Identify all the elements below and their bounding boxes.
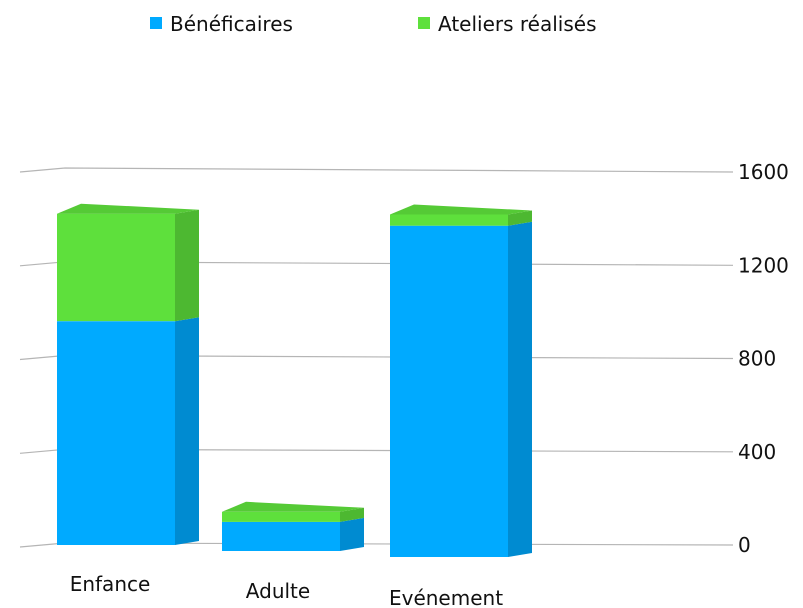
x-tick-label-adulte: Adulte bbox=[246, 579, 310, 603]
legend-label-ateliers-realises: Ateliers réalisés bbox=[438, 12, 597, 36]
bar-adulte-beneficaires bbox=[222, 521, 340, 551]
chart-legend: Bénéficaires Ateliers réalisés bbox=[150, 12, 597, 36]
legend-label-beneficiaires: Bénéficaires bbox=[170, 12, 293, 36]
bar-side-adulte-ateliers-realises bbox=[340, 507, 364, 522]
y-tick-label-800: 800 bbox=[738, 347, 776, 371]
y-tick-label-1200: 1200 bbox=[738, 253, 789, 277]
x-tick-label-evenement: Evénement bbox=[389, 586, 503, 608]
chart-bars bbox=[57, 203, 532, 557]
legend-swatch-ateliers-realises bbox=[418, 17, 430, 29]
y-tick-label-1600: 1600 bbox=[738, 160, 789, 184]
x-axis-labels: Enfance Adulte Evénement bbox=[70, 572, 503, 608]
bar-enfance-ateliers-realises bbox=[57, 213, 175, 322]
y-axis-ticks: 0 400 800 1200 1600 bbox=[738, 160, 789, 557]
bar-enfance-beneficaires bbox=[57, 321, 175, 545]
y-tick-label-400: 400 bbox=[738, 440, 776, 464]
bar-top-adulte bbox=[222, 501, 364, 512]
bar-side-enfance-ateliers-realises bbox=[175, 209, 199, 322]
bar-ev-nement-beneficaires bbox=[390, 225, 508, 557]
x-tick-label-enfance: Enfance bbox=[70, 572, 151, 596]
bar-side-enfance-beneficaires bbox=[175, 317, 199, 545]
bar-adulte-ateliers-realises bbox=[222, 511, 340, 522]
bar-side-ev-nement-beneficaires bbox=[508, 221, 532, 557]
gridline-1600 bbox=[19, 167, 734, 173]
bar-side-ev-nement-ateliers-realises bbox=[508, 210, 532, 226]
bar-top-ev-nement bbox=[390, 204, 532, 215]
bar-side-adulte-beneficaires bbox=[340, 517, 364, 551]
legend-swatch-beneficiaires bbox=[150, 17, 162, 29]
bar-ev-nement-ateliers-realises bbox=[390, 214, 508, 226]
y-tick-label-0: 0 bbox=[738, 533, 751, 557]
bar-top-enfance bbox=[57, 203, 199, 214]
